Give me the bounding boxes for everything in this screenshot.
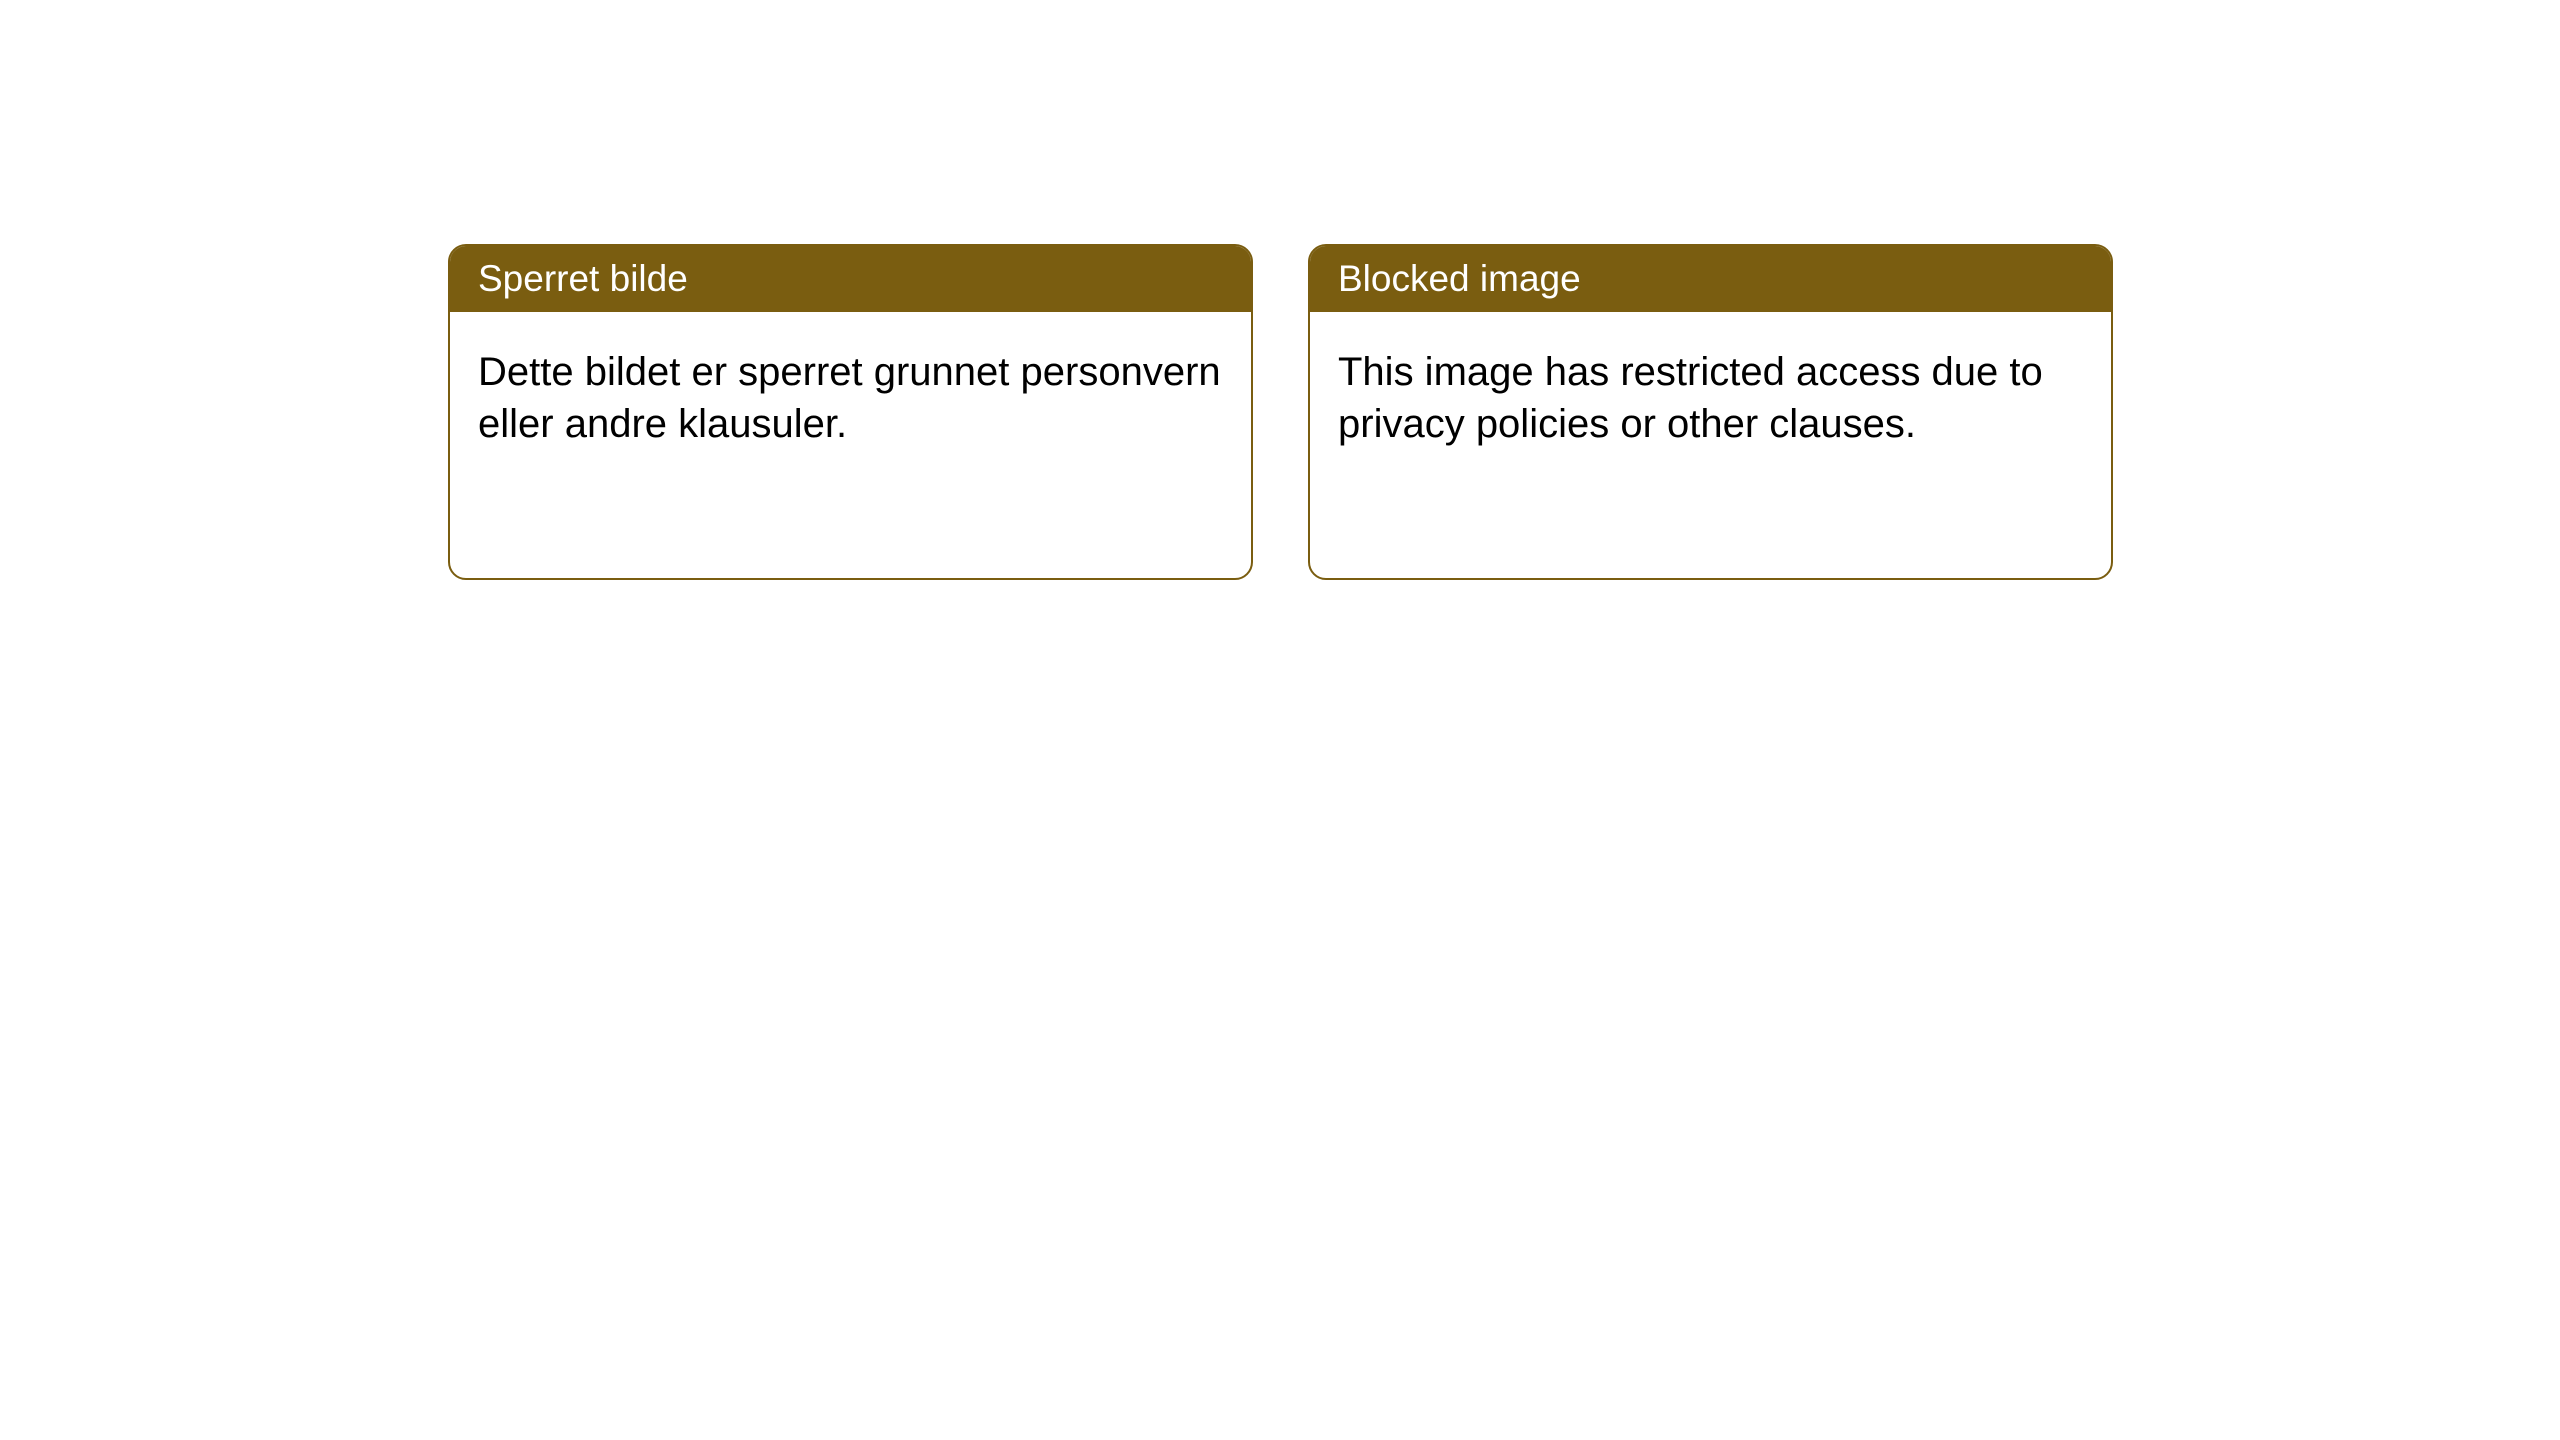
- notice-card-norwegian: Sperret bilde Dette bildet er sperret gr…: [448, 244, 1253, 580]
- notice-container: Sperret bilde Dette bildet er sperret gr…: [0, 0, 2560, 580]
- notice-card-english: Blocked image This image has restricted …: [1308, 244, 2113, 580]
- notice-card-title: Blocked image: [1310, 246, 2111, 312]
- notice-card-body: Dette bildet er sperret grunnet personve…: [450, 312, 1251, 484]
- notice-card-title: Sperret bilde: [450, 246, 1251, 312]
- notice-card-body: This image has restricted access due to …: [1310, 312, 2111, 484]
